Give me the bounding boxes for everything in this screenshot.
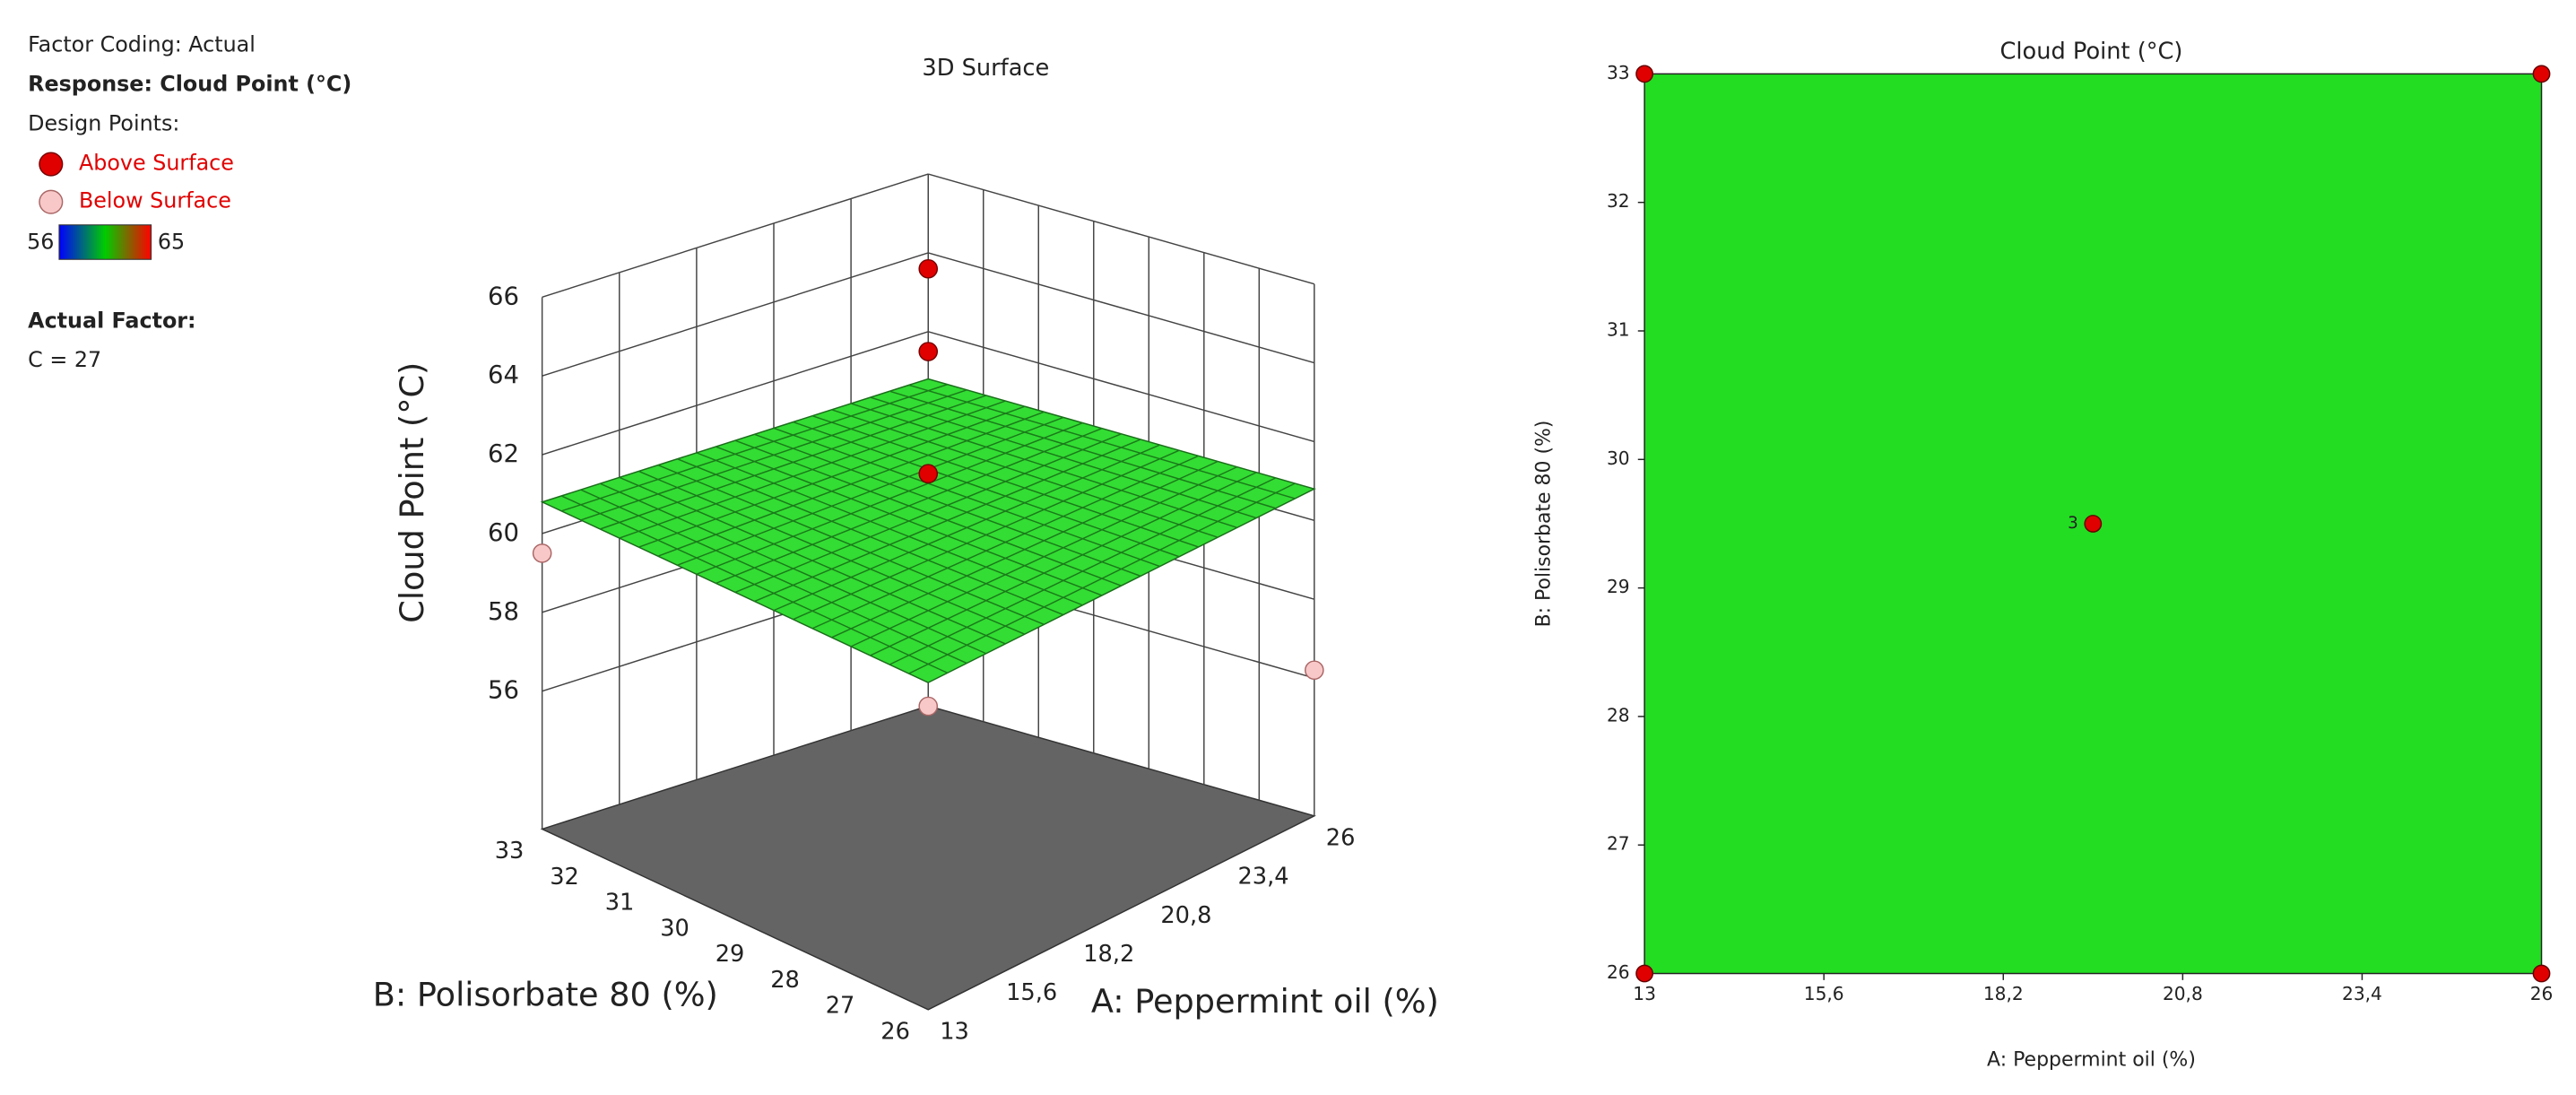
y-tick-label: 32 — [550, 864, 579, 891]
y-tick-label: 26 — [880, 1018, 910, 1045]
x-tick-label: 26 — [2530, 983, 2554, 1004]
z-tick-label: 66 — [488, 282, 519, 310]
y-tick-label: 26 — [1607, 961, 1630, 983]
design-point — [532, 543, 552, 563]
y-tick-label: 31 — [1607, 318, 1630, 340]
x-axis-title: A: Peppermint oil (%) — [1091, 982, 1439, 1021]
surface — [540, 378, 1316, 683]
annotation: 3 — [2068, 514, 2078, 533]
y-tick-label: 32 — [1607, 190, 1630, 212]
grid-line — [542, 331, 929, 456]
grid-line — [928, 173, 1315, 285]
grid-line — [542, 173, 929, 299]
surface-grid — [870, 396, 1257, 519]
chart-title: 3D Surface — [922, 55, 1049, 82]
legend-label: Above Surface — [79, 151, 234, 176]
design-point — [2532, 964, 2551, 983]
grid-line — [542, 252, 929, 377]
y-tick-label: 27 — [826, 993, 855, 1020]
legend-marker — [39, 189, 64, 214]
surface-grid — [811, 414, 1199, 548]
z-tick-label: 56 — [488, 677, 519, 705]
design-point — [918, 696, 939, 717]
surface-grid — [580, 389, 967, 521]
response: Response: Cloud Point (°C) — [28, 72, 351, 97]
x-tick-label: 23,4 — [1237, 864, 1288, 891]
y-tick-label: 30 — [1607, 448, 1630, 469]
design-points-title: Design Points: — [28, 111, 179, 136]
y-tick-label: 33 — [1607, 62, 1630, 83]
surface-grid — [754, 433, 1141, 578]
chart-title: Cloud Point (°C) — [2000, 39, 2183, 65]
x-tick-label: 18,2 — [1983, 983, 2024, 1004]
y-tick-label: 33 — [495, 838, 525, 865]
y-axis-title: B: Polisorbate 80 (%) — [1532, 421, 1555, 628]
design-point — [1635, 65, 1653, 83]
y-tick-label: 27 — [1607, 833, 1630, 855]
x-axis-title: A: Peppermint oil (%) — [1987, 1049, 2196, 1072]
surface-grid — [908, 384, 1296, 500]
design-point — [1635, 964, 1653, 983]
y-tick-label: 28 — [1607, 704, 1630, 726]
colorbar-max: 65 — [158, 229, 185, 254]
grid-line — [928, 252, 1315, 364]
surface-grid — [793, 421, 1180, 558]
surface-grid — [889, 390, 1276, 509]
y-tick-label: 31 — [605, 890, 635, 917]
x-tick-label: 20,8 — [2163, 983, 2203, 1004]
x-tick-label: 15,6 — [1006, 979, 1057, 1006]
x-tick-label: 26 — [1326, 824, 1356, 851]
design-point — [918, 464, 939, 484]
x-tick-label: 20,8 — [1160, 902, 1211, 929]
surface-grid — [560, 383, 948, 512]
z-tick-label: 64 — [488, 361, 519, 389]
z-tick-label: 62 — [488, 440, 519, 468]
surface-grid — [619, 400, 1006, 539]
design-point — [2084, 515, 2103, 533]
z-tick-label: 60 — [488, 519, 519, 547]
colorbar-min: 56 — [27, 229, 54, 254]
surface-grid — [677, 416, 1064, 566]
design-point — [918, 258, 939, 279]
surface-grid — [773, 427, 1160, 568]
surface-grid — [638, 405, 1026, 548]
design-point — [2532, 65, 2551, 83]
x-tick-label: 23,4 — [2342, 983, 2382, 1004]
factor-coding: Factor Coding: Actual — [28, 32, 256, 57]
z-axis-title: Cloud Point (°C) — [393, 362, 431, 623]
x-tick-label: 13 — [940, 1018, 969, 1045]
y-tick-label: 29 — [1607, 576, 1630, 597]
surface-grid — [716, 428, 1103, 585]
y-tick-label: 28 — [770, 967, 800, 994]
x-tick-label: 18,2 — [1083, 941, 1134, 968]
surface-grid — [657, 411, 1045, 557]
legend-label: Below Surface — [79, 188, 231, 213]
actual-factor: Actual Factor: — [28, 308, 195, 333]
z-tick-label: 58 — [488, 598, 519, 626]
x-tick-label: 13 — [1633, 983, 1656, 1004]
grid-line — [928, 331, 1315, 443]
factor-value: C = 27 — [28, 347, 101, 372]
y-axis-title: B: Polisorbate 80 (%) — [373, 976, 718, 1014]
surface-grid — [599, 395, 987, 530]
design-point — [1305, 660, 1324, 681]
colorbar — [58, 224, 152, 260]
y-tick-label: 29 — [716, 941, 745, 968]
x-tick-label: 15,6 — [1804, 983, 1844, 1004]
surface-grid — [696, 421, 1083, 576]
legend-marker — [39, 152, 64, 177]
surface-grid — [734, 433, 1122, 594]
y-tick-label: 30 — [660, 915, 690, 942]
floor — [540, 705, 1316, 1011]
surface-grid — [831, 409, 1219, 538]
design-point — [918, 342, 939, 361]
surface-grid — [850, 403, 1237, 529]
